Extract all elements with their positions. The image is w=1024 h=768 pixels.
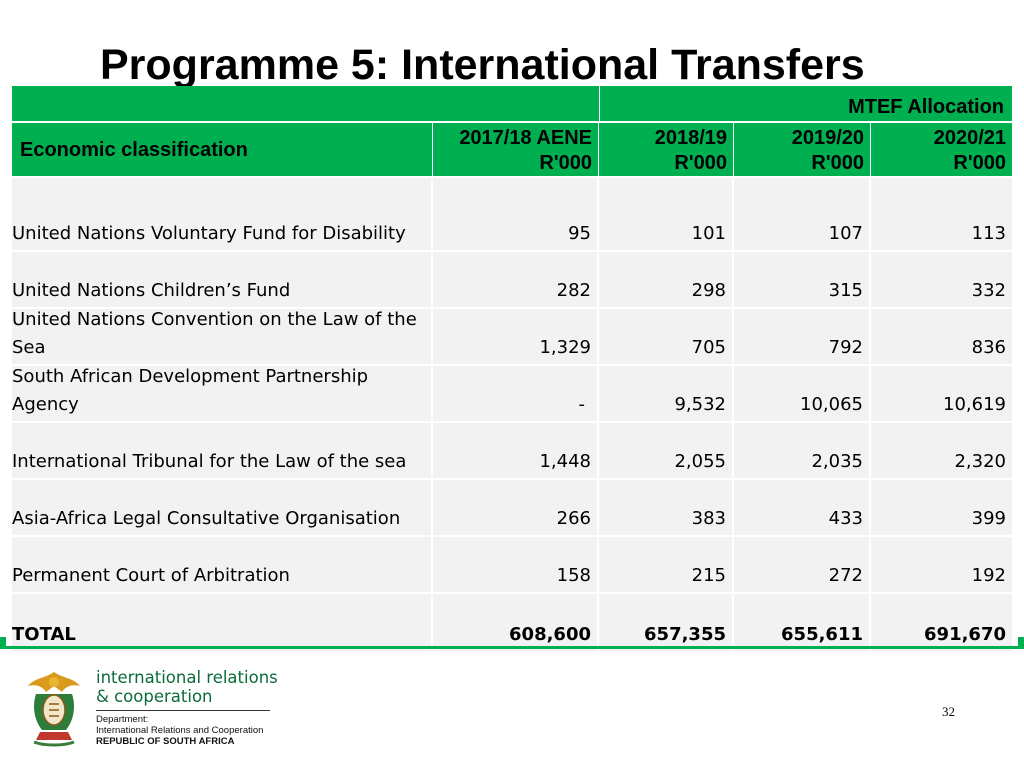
column-header-year: 2017/18 AENE: [459, 127, 592, 149]
cell-value: 282: [433, 252, 599, 307]
page-number: 32: [942, 704, 955, 719]
column-header-2017: 2017/18 AENE R'000: [433, 123, 599, 176]
total-label: TOTAL: [12, 594, 433, 651]
total-row: TOTAL 608,600 657,355 655,611 691,670: [12, 594, 1012, 651]
row-name-line: Agency: [12, 394, 79, 415]
divider-tick: [0, 637, 6, 649]
divider-tick: [1018, 637, 1024, 649]
cell-value: 10,619: [943, 394, 1006, 415]
table-row: South African Development Partnership Ag…: [12, 366, 1012, 423]
dept-small-line: REPUBLIC OF SOUTH AFRICA: [96, 736, 235, 747]
row-name: Asia-Africa Legal Consultative Organisat…: [12, 480, 433, 535]
cell-value: 792: [734, 309, 871, 364]
column-header-year: 2018/19: [654, 127, 727, 149]
cell-value: 2,035: [734, 423, 871, 478]
footer-divider: [0, 646, 1024, 649]
cell-value: 158: [433, 537, 599, 592]
cell-value: 192: [971, 565, 1006, 586]
column-header-year: 2019/20: [791, 127, 864, 149]
row-name: Permanent Court of Arbitration: [12, 537, 433, 592]
row-name-line: South African Development Partnership: [12, 366, 369, 387]
total-value: 657,355: [599, 594, 734, 651]
dept-small-line: Department:: [96, 714, 149, 725]
cell-value: 113: [971, 223, 1006, 244]
table-row: United Nations Children’s Fund 282 298 3…: [12, 252, 1012, 309]
row-name: South African Development Partnership Ag…: [12, 366, 433, 421]
cell-value: 332: [971, 280, 1006, 301]
dept-name-line1: international relations: [96, 668, 278, 687]
column-header-unit: R'000: [674, 152, 727, 174]
cell-value: -: [433, 366, 599, 421]
column-header-unit: R'000: [953, 152, 1006, 174]
row-name: United Nations Children’s Fund: [12, 252, 433, 307]
mtef-allocation-label: MTEF Allocation: [848, 96, 1004, 118]
row-name-line: United Nations Convention on the Law of …: [12, 309, 417, 330]
cell-value: 1,448: [433, 423, 599, 478]
transfers-table: MTEF Allocation Economic classification …: [12, 86, 1012, 651]
dept-rule: [96, 710, 270, 711]
row-name: United Nations Convention on the Law of …: [12, 309, 433, 364]
table-header-columns: Economic classification 2017/18 AENE R'0…: [12, 123, 1012, 176]
cell-value: 836: [971, 337, 1006, 358]
cell-value: 433: [734, 480, 871, 535]
cell-value: 107: [734, 178, 871, 250]
cell-value: 10,065: [734, 366, 871, 421]
cell-value: 215: [599, 537, 734, 592]
economic-classification-header: Economic classification: [12, 123, 433, 176]
cell-value: 272: [734, 537, 871, 592]
row-name: United Nations Voluntary Fund for Disabi…: [12, 178, 433, 250]
cell-value: 298: [599, 252, 734, 307]
table-row: Asia-Africa Legal Consultative Organisat…: [12, 480, 1012, 537]
total-value: 691,670: [924, 624, 1006, 645]
slide-title: Programme 5: International Transfers: [100, 41, 865, 89]
cell-value: 9,532: [599, 366, 734, 421]
column-header-2020: 2020/21 R'000: [871, 123, 1012, 176]
row-name: International Tribunal for the Law of th…: [12, 423, 433, 478]
cell-value: 1,329: [433, 309, 599, 364]
cell-value: 399: [971, 508, 1006, 529]
column-header-2019: 2019/20 R'000: [734, 123, 871, 176]
department-name: international relations & cooperation De…: [96, 668, 296, 747]
table-row: United Nations Voluntary Fund for Disabi…: [12, 178, 1012, 252]
cell-value: 2,055: [599, 423, 734, 478]
column-header-2018: 2018/19 R'000: [599, 123, 734, 176]
dept-name-line2: & cooperation: [96, 687, 213, 706]
total-value: 655,611: [734, 594, 871, 651]
cell-value: 383: [599, 480, 734, 535]
cell-value: 95: [433, 178, 599, 250]
column-header-unit: R'000: [539, 152, 592, 174]
row-name-line: Sea: [12, 337, 46, 358]
cell-value: 266: [433, 480, 599, 535]
column-header-year: 2020/21: [933, 127, 1006, 149]
table-row: International Tribunal for the Law of th…: [12, 423, 1012, 480]
coat-of-arms-icon: [28, 672, 80, 747]
cell-value: 315: [734, 252, 871, 307]
cell-value: 101: [599, 178, 734, 250]
column-header-unit: R'000: [811, 152, 864, 174]
cell-value: 705: [599, 309, 734, 364]
cell-value: 2,320: [954, 451, 1006, 472]
dept-small-line: International Relations and Cooperation: [96, 725, 264, 736]
table-row: Permanent Court of Arbitration 158 215 2…: [12, 537, 1012, 594]
total-value: 608,600: [433, 594, 599, 651]
table-header-top: MTEF Allocation: [12, 86, 1012, 123]
table-row: United Nations Convention on the Law of …: [12, 309, 1012, 366]
header-divider: [599, 86, 600, 121]
